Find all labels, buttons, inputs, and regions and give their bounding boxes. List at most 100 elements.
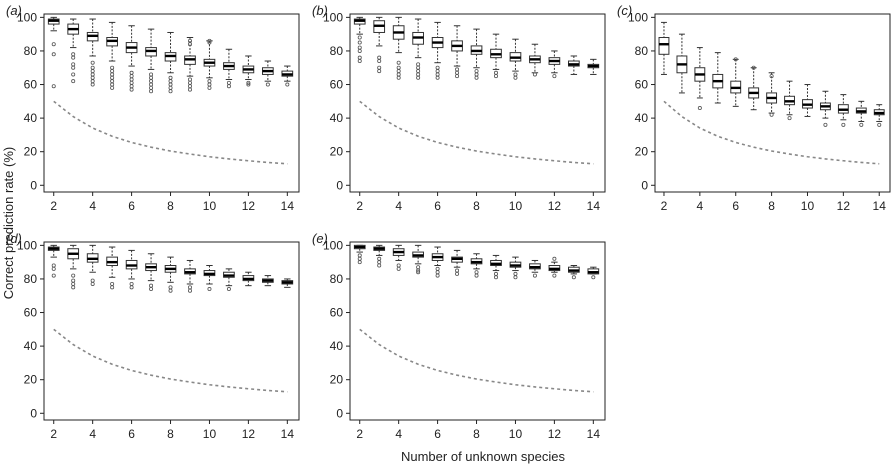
box-3 (373, 16, 386, 74)
box-2 (658, 21, 670, 75)
outlier-point (187, 77, 192, 82)
outlier-point (129, 87, 134, 92)
outlier-point (435, 273, 440, 278)
outlier-point (357, 45, 362, 50)
outlier-point (187, 288, 192, 293)
outlier-point (71, 278, 76, 283)
box-13 (855, 100, 867, 127)
outlier-point (71, 273, 76, 278)
outlier-point (493, 74, 498, 79)
outlier-point (110, 79, 115, 84)
box-7 (145, 28, 157, 94)
outlier-point (149, 72, 154, 77)
outlier-point (396, 75, 401, 80)
box-10 (203, 265, 216, 292)
y-tick-label: 40 (330, 339, 344, 353)
outlier-point (474, 72, 479, 77)
outlier-point (396, 72, 401, 77)
x-tick-label: 10 (203, 199, 217, 213)
box-3 (67, 18, 80, 84)
x-tick-label: 10 (509, 199, 523, 213)
box-11 (529, 43, 541, 77)
y-tick-label: 60 (24, 78, 38, 92)
outlier-point (71, 62, 76, 67)
panel-label: (b) (312, 3, 328, 18)
outlier-point (110, 85, 115, 90)
outlier-point (90, 65, 95, 70)
box-14 (587, 58, 600, 75)
outlier-point (207, 287, 212, 292)
x-tick-label: 14 (281, 427, 295, 441)
box-8 (766, 72, 778, 117)
x-tick-label: 14 (873, 199, 887, 213)
outlier-point (129, 77, 134, 82)
outlier-point (51, 263, 56, 268)
outlier-point (285, 82, 290, 87)
box-12 (242, 271, 255, 287)
outlier-point (90, 75, 95, 80)
panel-label: (e) (312, 231, 328, 246)
box-12 (548, 256, 561, 278)
outlier-point (149, 75, 154, 80)
y-tick-label: 80 (635, 44, 649, 58)
outlier-point (377, 256, 382, 261)
box-4 (694, 47, 706, 111)
box-10 (203, 38, 216, 90)
plot-frame (349, 13, 606, 193)
outlier-point (493, 70, 498, 75)
outlier-point (357, 260, 362, 265)
outlier-point (357, 35, 362, 40)
outlier-point (357, 55, 362, 60)
outlier-point (149, 85, 154, 90)
outlier-point (455, 67, 460, 72)
box-12 (548, 50, 561, 79)
y-tick-label: 100 (323, 238, 343, 252)
box-11 (819, 90, 831, 127)
outlier-point (357, 40, 362, 45)
outlier-point (168, 79, 173, 84)
outlier-point (71, 65, 76, 70)
box-14 (873, 104, 885, 127)
outlier-point (396, 266, 401, 271)
x-tick-label: 12 (837, 199, 851, 213)
panel-d: (d) 0 20 40 60 80 100 2 4 6 8 10 12 14 (6, 231, 300, 441)
outlier-point (51, 84, 56, 89)
outlier-point (416, 265, 421, 270)
outlier-point (110, 281, 115, 286)
outlier-point (377, 55, 382, 60)
y-tick-label: 40 (635, 111, 649, 125)
outlier-point (859, 122, 864, 127)
y-tick-label: 80 (24, 44, 38, 58)
y-tick-label: 60 (635, 78, 649, 92)
outlier-point (51, 52, 56, 57)
box-2 (353, 16, 366, 64)
y-tick-label: 100 (17, 238, 37, 252)
outlier-point (357, 59, 362, 64)
y-tick-label: 60 (330, 306, 344, 320)
outlier-point (246, 80, 251, 85)
y-tick-label: 60 (330, 78, 344, 92)
box-3 (676, 33, 688, 94)
x-tick-label: 8 (167, 199, 174, 213)
outlier-point (396, 69, 401, 74)
outlier-point (416, 75, 421, 80)
outlier-point (474, 75, 479, 80)
outlier-point (149, 79, 154, 84)
box-12 (837, 94, 849, 127)
baseline-curve (663, 100, 880, 165)
outlier-point (357, 48, 362, 53)
outlier-point (226, 84, 231, 89)
y-tick-label: 20 (330, 145, 344, 159)
outlier-point (110, 65, 115, 70)
x-tick-label: 2 (661, 199, 668, 213)
outlier-point (455, 268, 460, 273)
outlier-point (571, 275, 576, 280)
x-tick-label: 2 (356, 199, 363, 213)
outlier-point (769, 112, 774, 117)
x-tick-label: 8 (167, 427, 174, 441)
box-11 (529, 259, 541, 278)
outlier-point (71, 79, 76, 84)
box-7 (451, 249, 463, 276)
box-8 (164, 256, 177, 293)
outlier-point (226, 287, 231, 292)
